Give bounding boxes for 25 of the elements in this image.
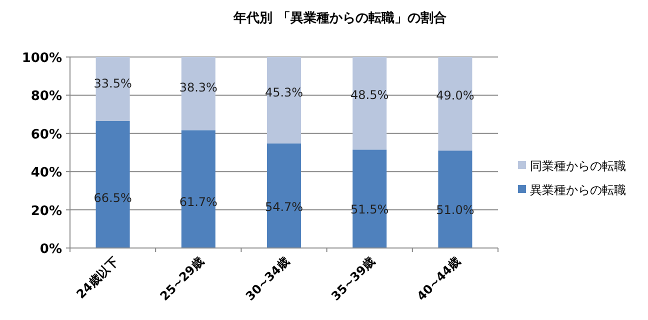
- bar: [181, 130, 216, 248]
- bar: [267, 57, 301, 144]
- bar: [96, 120, 130, 248]
- bar: [181, 57, 216, 130]
- bar: [267, 144, 301, 248]
- x-tick-label: 24歳以下: [74, 254, 121, 302]
- y-tick-label: 0%: [40, 242, 62, 257]
- bar: [438, 150, 472, 248]
- data-label: 48.5%: [350, 88, 389, 102]
- bar: [438, 57, 472, 151]
- y-tick-label: 20%: [30, 204, 62, 219]
- bar: [96, 57, 130, 121]
- data-label: 45.3%: [264, 86, 304, 100]
- chart-title: 年代別 「異業種からの転職」の割合: [232, 10, 446, 26]
- data-label: 38.3%: [179, 80, 218, 94]
- data-label: 49.0%: [436, 88, 474, 102]
- bar: [352, 57, 387, 150]
- data-label: 33.5%: [94, 76, 132, 91]
- legend-label: 同業種からの転職: [530, 159, 626, 173]
- y-tick-label: 100%: [22, 51, 62, 66]
- y-tick-label: 80%: [30, 89, 62, 104]
- y-tick-label: 40%: [30, 166, 62, 181]
- bar: [352, 150, 387, 248]
- legend-label: 異業種からの転職: [530, 183, 626, 197]
- y-tick-label: 60%: [30, 127, 62, 142]
